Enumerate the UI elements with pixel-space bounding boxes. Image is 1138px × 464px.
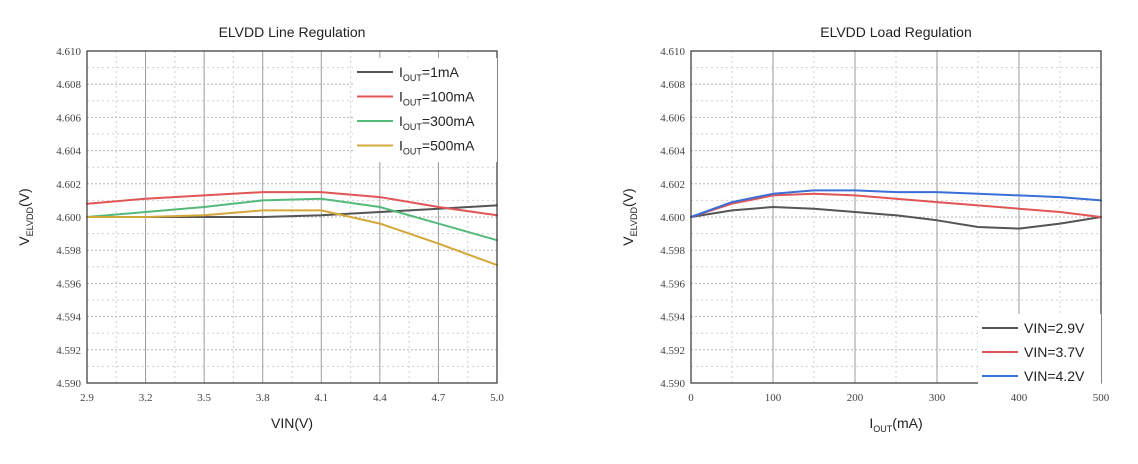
y-tick-label: 4.590: [660, 378, 685, 390]
legend-label-3: VIN=4.2V: [1024, 368, 1085, 384]
x-axis-label-sub: OUT: [873, 424, 893, 434]
y-tick-label: 4.598: [56, 245, 81, 257]
x-tick-label: 3.5: [197, 392, 211, 404]
y-tick-label: 4.608: [660, 79, 685, 91]
y-axis-label-sub: ELVDD: [25, 206, 35, 236]
y-tick-label: 4.602: [660, 179, 685, 191]
y-tick-label: 4.592: [660, 345, 685, 357]
legend-label-2: IOUT=100mA: [399, 89, 475, 108]
chart-2: 0 100 200 300 400 500 4.590 4.592 4.594 4.596 4.59…: [620, 24, 1110, 434]
y-tick-label: 4.596: [56, 278, 81, 290]
legend-label-3-sub: OUT: [403, 122, 423, 132]
legend-label-3: IOUT=300mA: [399, 113, 475, 132]
series-line-2: [86, 191, 498, 217]
y-tick-label: 4.608: [56, 79, 81, 91]
legend-label-3-main: I: [399, 113, 403, 129]
legend-label-2-main: I: [399, 89, 403, 105]
legend: VIN=2.9V VIN=3.7V VIN=4.2V: [978, 314, 1101, 392]
y-axis-label: VELVDD(V): [16, 188, 35, 245]
legend-label-4-main: I: [399, 138, 403, 154]
y-tick-label: 4.606: [56, 112, 81, 124]
y-tick-label: 4.600: [660, 212, 685, 224]
y-tick-label: 4.604: [660, 146, 685, 158]
x-tick-label: 0: [688, 392, 694, 404]
legend-label-3-suffix: =300mA: [422, 113, 475, 129]
legend-label-2: VIN=3.7V: [1024, 344, 1085, 360]
x-axis-label: VIN(V): [271, 415, 313, 431]
legend-label-1: VIN=2.9V: [1024, 320, 1085, 336]
legend-label-1-main: I: [399, 64, 403, 80]
x-tick-label: 100: [765, 392, 782, 404]
y-axis-label: VELVDD(V): [620, 188, 639, 245]
y-tick-label: 4.598: [660, 245, 685, 257]
x-tick-label: 4.4: [373, 392, 387, 404]
legend-label-2-suffix: =100mA: [422, 89, 475, 105]
y-axis-label-suffix: (V): [620, 188, 636, 207]
series-line-1: [690, 206, 1102, 230]
y-axis-label-sub: ELVDD: [629, 206, 639, 236]
x-tick-label: 400: [1011, 392, 1028, 404]
y-tick-label: 4.602: [56, 179, 81, 191]
y-tick-label: 4.610: [56, 46, 81, 58]
series-line-3: [86, 197, 498, 242]
legend-label-4: IOUT=500mA: [399, 138, 475, 157]
legend-label-1-main: VIN=2.9V: [1024, 320, 1085, 336]
x-tick-label: 4.1: [314, 392, 328, 404]
y-tick-label: 4.590: [56, 378, 81, 390]
x-tick-label: 4.7: [432, 392, 446, 404]
y-tick-label: 4.594: [56, 312, 81, 324]
legend-label-3-main: VIN=4.2V: [1024, 368, 1085, 384]
y-axis-label-main: V: [620, 236, 636, 246]
x-tick-label: 3.2: [139, 392, 153, 404]
y-tick-label: 4.594: [660, 312, 685, 324]
legend-label-2-sub: OUT: [403, 98, 423, 108]
series-line-2: [690, 192, 1102, 218]
legend-label-4-suffix: =500mA: [422, 138, 475, 154]
plot-frame: [690, 50, 1102, 384]
plot-frame: [86, 50, 498, 384]
chart-title: ELVDD Load Regulation: [820, 24, 972, 40]
legend-label-1-suffix: =1mA: [422, 64, 460, 80]
x-tick-label: 5.0: [490, 392, 504, 404]
y-tick-label: 4.600: [56, 212, 81, 224]
x-tick-label: 200: [847, 392, 864, 404]
x-tick-label: 500: [1093, 392, 1110, 404]
series-line-4: [86, 209, 498, 267]
y-tick-label: 4.596: [660, 278, 685, 290]
x-axis-label: IOUT(mA): [869, 415, 922, 434]
x-axis-label-suffix: (mA): [892, 415, 922, 431]
x-tick-label: 3.8: [256, 392, 270, 404]
y-tick-label: 4.592: [56, 345, 81, 357]
chart-title: ELVDD Line Regulation: [219, 24, 366, 40]
y-tick-label: 4.606: [660, 112, 685, 124]
y-tick-label: 4.610: [660, 46, 685, 58]
y-axis-label-suffix: (V): [16, 188, 32, 207]
y-axis-label-main: V: [16, 236, 32, 246]
x-tick-label: 300: [929, 392, 946, 404]
x-tick-label: 2.9: [80, 392, 94, 404]
chart-1: 2.9 3.2 3.5 3.8 4.1 4.4 4.7 5.0 4.590 4.592 4.594 4…: [16, 24, 504, 431]
x-axis-label-main: I: [869, 415, 873, 431]
legend-label-2-main: VIN=3.7V: [1024, 344, 1085, 360]
series-line-3: [690, 189, 1102, 218]
legend-label-1: IOUT=1mA: [399, 64, 460, 83]
legend-label-1-sub: OUT: [403, 73, 423, 83]
legend-label-4-sub: OUT: [403, 147, 423, 157]
y-tick-label: 4.604: [56, 146, 81, 158]
